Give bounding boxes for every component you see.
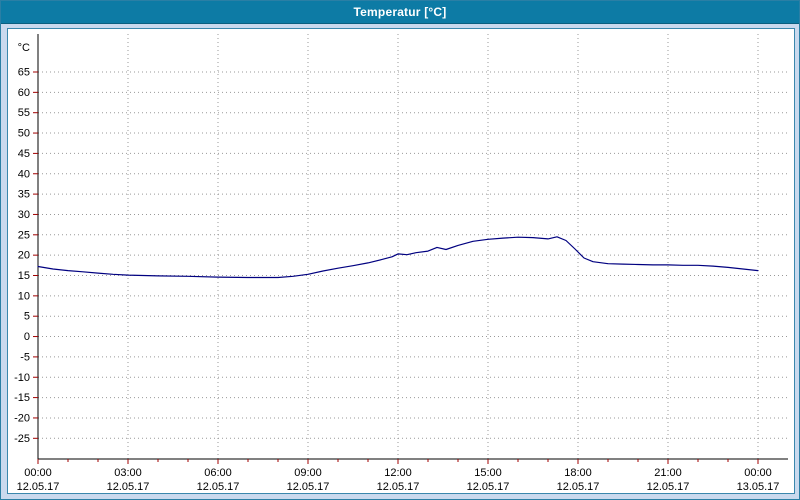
svg-text:03:00: 03:00 bbox=[114, 467, 142, 479]
svg-text:06:00: 06:00 bbox=[204, 467, 232, 479]
svg-text:-25: -25 bbox=[14, 433, 30, 445]
svg-text:00:00: 00:00 bbox=[24, 467, 52, 479]
temperature-line-chart: 65605550454035302520151050-5-10-15-20-25… bbox=[14, 34, 788, 493]
svg-text:12.05.17: 12.05.17 bbox=[467, 481, 510, 493]
svg-text:20: 20 bbox=[18, 250, 30, 262]
svg-text:50: 50 bbox=[18, 128, 30, 140]
svg-text:12.05.17: 12.05.17 bbox=[17, 481, 60, 493]
svg-text:12.05.17: 12.05.17 bbox=[647, 481, 690, 493]
svg-text:65: 65 bbox=[18, 67, 30, 79]
svg-text:60: 60 bbox=[18, 87, 30, 99]
svg-text:°C: °C bbox=[18, 42, 30, 54]
svg-text:35: 35 bbox=[18, 189, 30, 201]
svg-text:18:00: 18:00 bbox=[564, 467, 592, 479]
svg-text:5: 5 bbox=[24, 311, 30, 323]
chart-area: 65 60 55 50 45 40 35 30 25 20 15 10 5 0 -5 -10 -15 -20 -25… bbox=[7, 28, 795, 494]
svg-text:-20: -20 bbox=[14, 412, 30, 424]
svg-text:12.05.17: 12.05.17 bbox=[557, 481, 600, 493]
svg-text:-5: -5 bbox=[20, 351, 30, 363]
svg-text:0: 0 bbox=[24, 331, 30, 343]
chart-title: Temperatur [°C] bbox=[353, 5, 447, 19]
svg-text:30: 30 bbox=[18, 209, 30, 221]
svg-text:21:00: 21:00 bbox=[654, 467, 682, 479]
svg-text:12.05.17: 12.05.17 bbox=[287, 481, 330, 493]
svg-text:12.05.17: 12.05.17 bbox=[377, 481, 420, 493]
svg-text:-10: -10 bbox=[14, 372, 30, 384]
svg-text:55: 55 bbox=[18, 107, 30, 119]
chart-title-bar: Temperatur [°C] bbox=[1, 1, 799, 24]
svg-text:10: 10 bbox=[18, 290, 30, 302]
svg-text:00:00: 00:00 bbox=[744, 467, 772, 479]
svg-text:-15: -15 bbox=[14, 392, 30, 404]
svg-text:15:00: 15:00 bbox=[474, 467, 502, 479]
svg-text:45: 45 bbox=[18, 148, 30, 160]
svg-text:12.05.17: 12.05.17 bbox=[107, 481, 150, 493]
svg-text:09:00: 09:00 bbox=[294, 467, 322, 479]
svg-text:40: 40 bbox=[18, 168, 30, 180]
svg-text:12.05.17: 12.05.17 bbox=[197, 481, 240, 493]
svg-text:13.05.17: 13.05.17 bbox=[737, 481, 780, 493]
svg-text:12:00: 12:00 bbox=[384, 467, 412, 479]
svg-text:15: 15 bbox=[18, 270, 30, 282]
svg-text:25: 25 bbox=[18, 229, 30, 241]
